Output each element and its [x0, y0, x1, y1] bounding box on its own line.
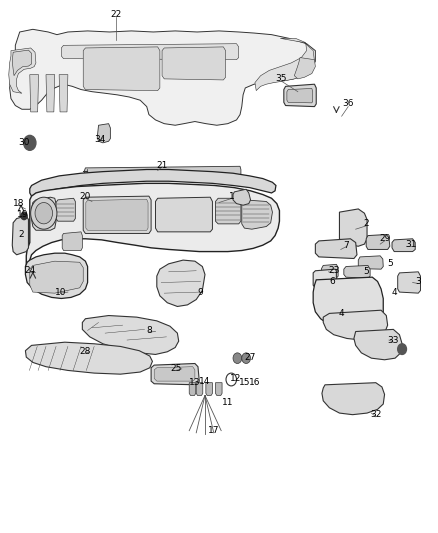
Text: 30: 30 [18, 139, 30, 147]
Polygon shape [86, 199, 148, 230]
Polygon shape [154, 367, 195, 381]
Polygon shape [398, 272, 420, 293]
Polygon shape [255, 38, 314, 91]
Text: 3: 3 [415, 277, 421, 286]
Text: 29: 29 [379, 235, 390, 243]
Polygon shape [82, 316, 179, 354]
Polygon shape [206, 383, 212, 395]
Text: 10: 10 [55, 288, 66, 296]
Polygon shape [392, 239, 415, 252]
Text: 6: 6 [329, 277, 335, 286]
Text: 22: 22 [110, 11, 122, 19]
Text: 13: 13 [189, 378, 201, 387]
Text: 36: 36 [343, 100, 354, 108]
Text: 2: 2 [363, 220, 368, 228]
Text: 4: 4 [392, 288, 397, 296]
Text: 19: 19 [17, 210, 28, 219]
Circle shape [233, 353, 242, 364]
Polygon shape [344, 265, 370, 278]
Polygon shape [189, 383, 196, 395]
Polygon shape [46, 75, 55, 112]
Polygon shape [97, 124, 110, 143]
Circle shape [242, 353, 251, 364]
Text: 15: 15 [239, 378, 250, 387]
Text: 5: 5 [387, 260, 393, 268]
Polygon shape [32, 197, 56, 230]
Text: 24: 24 [24, 266, 35, 275]
Polygon shape [321, 264, 338, 278]
Polygon shape [155, 197, 212, 232]
Polygon shape [12, 216, 28, 255]
Text: 32: 32 [370, 410, 381, 419]
Circle shape [35, 203, 53, 224]
Polygon shape [157, 260, 205, 306]
Polygon shape [62, 232, 82, 251]
Polygon shape [242, 200, 272, 229]
Text: 17: 17 [208, 426, 219, 435]
Polygon shape [12, 50, 32, 76]
Polygon shape [83, 196, 151, 233]
Text: 20: 20 [80, 192, 91, 200]
Polygon shape [30, 169, 276, 196]
Polygon shape [25, 253, 88, 298]
Circle shape [398, 344, 406, 354]
Polygon shape [284, 84, 316, 107]
Text: 27: 27 [245, 353, 256, 361]
Text: 18: 18 [13, 199, 24, 208]
Polygon shape [30, 75, 39, 112]
Polygon shape [30, 261, 83, 293]
Text: 1: 1 [229, 192, 235, 200]
Text: 28: 28 [80, 348, 91, 356]
Text: 31: 31 [405, 240, 417, 248]
Polygon shape [215, 198, 241, 224]
Polygon shape [323, 310, 388, 340]
Text: 9: 9 [198, 288, 204, 296]
Polygon shape [313, 269, 336, 288]
Text: 12: 12 [230, 374, 241, 383]
Text: 35: 35 [276, 75, 287, 83]
Text: 33: 33 [388, 336, 399, 344]
Polygon shape [313, 277, 383, 332]
Circle shape [31, 197, 57, 229]
Text: 4: 4 [339, 309, 344, 318]
Text: 21: 21 [156, 161, 168, 169]
Polygon shape [215, 383, 222, 395]
Text: 7: 7 [343, 241, 349, 249]
Text: 5: 5 [363, 268, 369, 276]
Text: 2: 2 [18, 230, 24, 239]
Polygon shape [339, 209, 367, 246]
Polygon shape [358, 256, 383, 269]
Text: 16: 16 [249, 378, 261, 387]
Polygon shape [61, 44, 239, 60]
Polygon shape [83, 47, 160, 91]
Polygon shape [366, 235, 390, 249]
Text: 34: 34 [94, 135, 106, 144]
Polygon shape [354, 329, 402, 360]
Polygon shape [84, 166, 241, 176]
Circle shape [21, 212, 27, 220]
Text: 14: 14 [199, 377, 211, 385]
Polygon shape [151, 364, 199, 385]
Polygon shape [294, 58, 315, 79]
Polygon shape [233, 189, 251, 205]
Polygon shape [9, 48, 36, 93]
Text: 11: 11 [222, 398, 233, 407]
Circle shape [226, 373, 237, 386]
Polygon shape [10, 29, 315, 125]
Polygon shape [56, 198, 75, 221]
Polygon shape [25, 342, 152, 374]
Polygon shape [287, 88, 313, 103]
Circle shape [24, 135, 36, 150]
Text: 8: 8 [146, 326, 152, 335]
Polygon shape [162, 47, 226, 80]
Polygon shape [322, 383, 385, 415]
Text: 25: 25 [170, 365, 182, 373]
Polygon shape [59, 75, 68, 112]
Text: 23: 23 [328, 266, 339, 275]
Polygon shape [315, 239, 357, 259]
Polygon shape [26, 183, 279, 274]
Polygon shape [196, 383, 203, 395]
